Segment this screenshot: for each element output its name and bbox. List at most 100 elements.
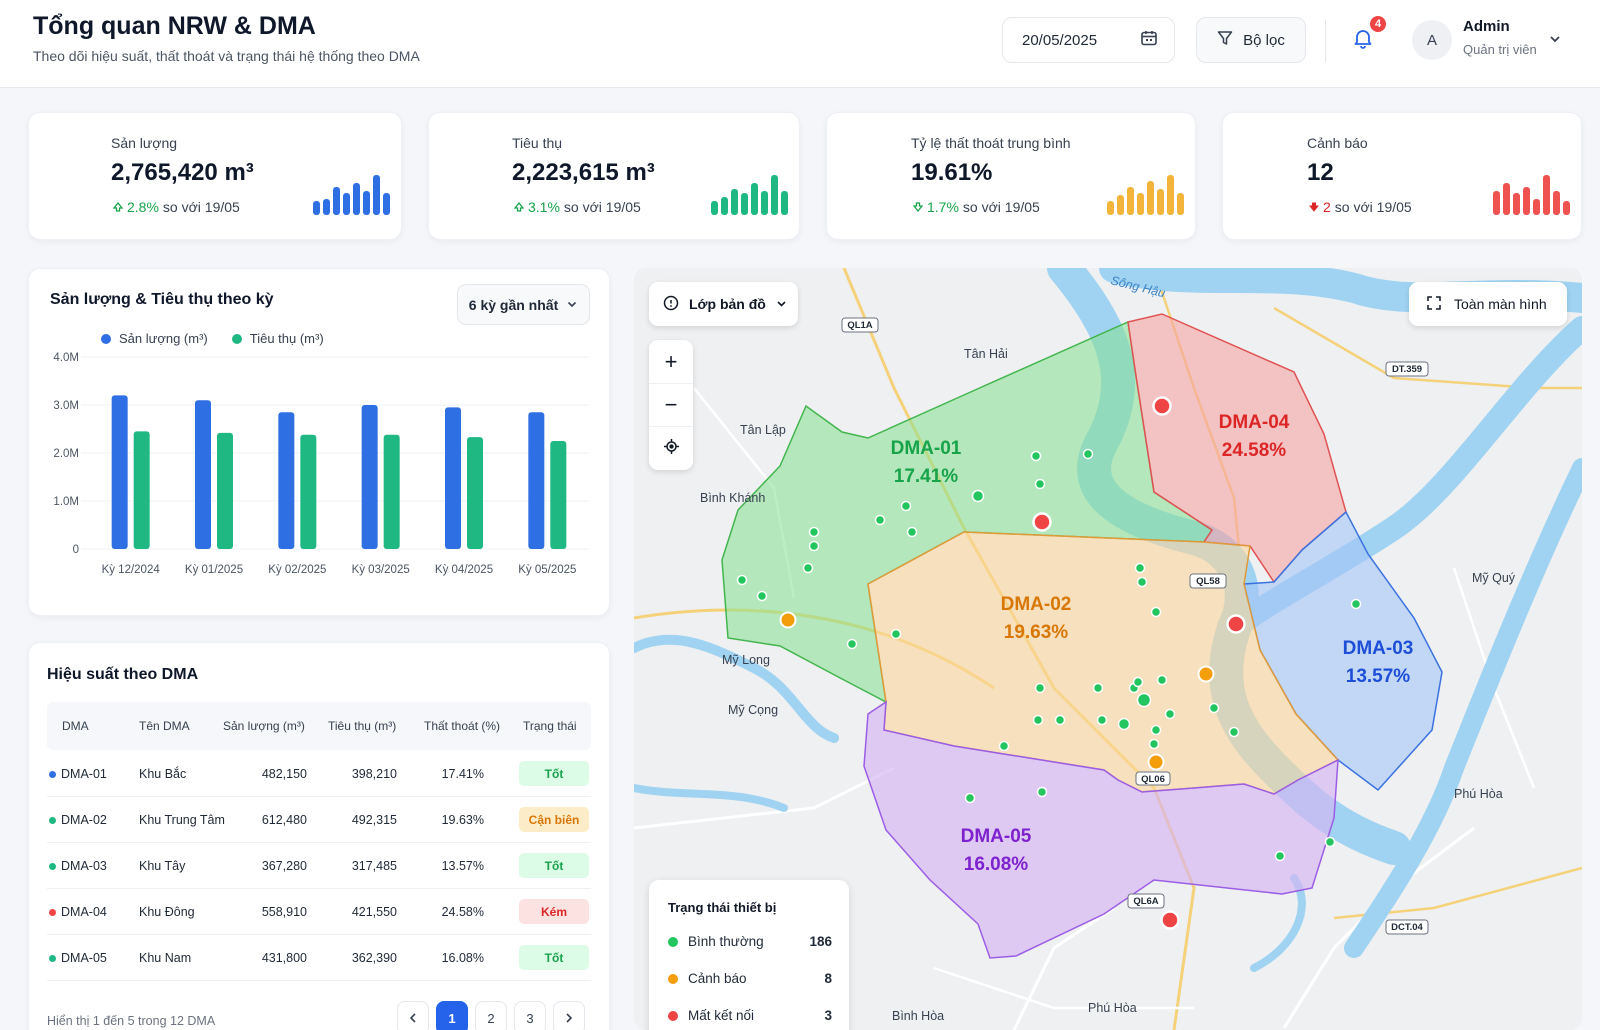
- device-marker[interactable]: [1030, 450, 1042, 462]
- notifications-button[interactable]: [1340, 17, 1386, 63]
- cell-loss: 17.41%: [441, 767, 484, 781]
- chevron-down-icon[interactable]: [1548, 32, 1562, 51]
- device-marker[interactable]: [1148, 738, 1160, 750]
- avatar[interactable]: A: [1412, 20, 1452, 60]
- column-header-consumption[interactable]: Tiêu thụ (m³): [328, 719, 397, 733]
- device-marker[interactable]: [874, 514, 886, 526]
- map-layers-button[interactable]: Lớp bản đồ: [649, 282, 798, 326]
- device-marker[interactable]: [1164, 708, 1176, 720]
- sparkbar: [373, 175, 380, 215]
- kpi-card-alerts: Cảnh báo 12 2 so với 19/05: [1222, 112, 1582, 240]
- page-button-1[interactable]: 1: [436, 1001, 468, 1030]
- kpi-card-production: Sản lượng 2,765,420 m³ 2.8% so với 19/05: [28, 112, 402, 240]
- x-tick-label: Kỳ 04/2025: [435, 564, 493, 576]
- device-marker[interactable]: [964, 792, 976, 804]
- device-marker[interactable]: [1092, 682, 1104, 694]
- device-marker[interactable]: [808, 526, 820, 538]
- device-marker[interactable]: [736, 574, 748, 586]
- status-badge: Tốt: [519, 853, 589, 878]
- device-marker[interactable]: [1036, 786, 1048, 798]
- device-marker[interactable]: [1160, 910, 1180, 930]
- zoom-in-button[interactable]: +: [649, 340, 693, 383]
- chevron-down-icon: [566, 297, 578, 313]
- table-row[interactable]: DMA-01 Khu Bắc 482,150 398,210 17.41% Tố…: [47, 751, 591, 797]
- dma-zone-05[interactable]: [863, 700, 1339, 959]
- device-marker[interactable]: [1274, 850, 1286, 862]
- zoom-out-button[interactable]: −: [649, 383, 693, 426]
- period-select[interactable]: 6 kỳ gần nhất: [457, 284, 590, 325]
- device-marker[interactable]: [808, 540, 820, 552]
- device-marker[interactable]: [1034, 682, 1046, 694]
- column-header-production[interactable]: Sản lượng (m³): [223, 719, 305, 733]
- device-marker[interactable]: [802, 562, 814, 574]
- column-header-loss[interactable]: Thất thoát (%): [424, 719, 501, 733]
- device-marker[interactable]: [1152, 396, 1172, 416]
- page-button-3[interactable]: 3: [514, 1001, 546, 1030]
- page-button-2[interactable]: 2: [475, 1001, 507, 1030]
- cell-consumption: 398,210: [351, 767, 397, 781]
- device-marker[interactable]: [1228, 726, 1240, 738]
- device-marker[interactable]: [1150, 606, 1162, 618]
- device-marker[interactable]: [1197, 665, 1215, 683]
- locate-button[interactable]: [649, 426, 693, 469]
- filter-button[interactable]: Bộ lọc: [1196, 17, 1306, 63]
- legend-item-production[interactable]: Sản lượng (m³): [101, 331, 208, 346]
- device-marker[interactable]: [890, 628, 902, 640]
- x-tick-label: Kỳ 02/2025: [268, 564, 326, 576]
- device-status-panel: Trạng thái thiết bị Bình thường 186 Cảnh…: [649, 880, 849, 1030]
- table-row[interactable]: DMA-02 Khu Trung Tâm 612,480 492,315 19.…: [47, 797, 591, 843]
- date-picker[interactable]: 20/05/2025: [1002, 17, 1175, 63]
- dma-map[interactable]: DMA-01 17.41% DMA-02 19.63% DMA-03 13.57…: [634, 268, 1582, 1030]
- device-marker[interactable]: [1147, 753, 1165, 771]
- cell-name: Khu Nam: [139, 951, 192, 965]
- device-marker[interactable]: [1208, 702, 1220, 714]
- table-row[interactable]: DMA-03 Khu Tây 367,280 317,485 13.57% Tố…: [47, 843, 591, 889]
- sparkbar: [1127, 187, 1134, 215]
- device-marker[interactable]: [1054, 714, 1066, 726]
- device-marker[interactable]: [1226, 614, 1246, 634]
- prev-page-button[interactable]: [397, 1001, 429, 1030]
- device-marker[interactable]: [1136, 576, 1148, 588]
- legend-dot: [101, 334, 111, 344]
- column-header-dma[interactable]: DMA: [62, 719, 89, 733]
- legend-item-consumption[interactable]: Tiêu thụ (m³): [231, 331, 324, 346]
- header-divider: [1325, 20, 1326, 62]
- device-marker[interactable]: [900, 500, 912, 512]
- column-header-name[interactable]: Tên DMA: [139, 719, 190, 733]
- device-marker[interactable]: [846, 638, 858, 650]
- device-marker[interactable]: [1150, 724, 1162, 736]
- next-page-button[interactable]: [553, 1001, 585, 1030]
- kpi-delta: 3.1% so với 19/05: [513, 199, 641, 215]
- device-marker[interactable]: [779, 611, 797, 629]
- column-header-status[interactable]: Trạng thái: [523, 719, 577, 733]
- device-marker[interactable]: [1324, 836, 1336, 848]
- device-marker[interactable]: [1134, 562, 1146, 574]
- device-marker[interactable]: [971, 489, 985, 503]
- cell-dma: DMA-05: [61, 951, 107, 965]
- fullscreen-label: Toàn màn hình: [1454, 296, 1547, 312]
- device-marker[interactable]: [1156, 674, 1168, 686]
- device-marker[interactable]: [1034, 478, 1046, 490]
- place-label: Mỹ Quý: [1472, 571, 1516, 585]
- device-marker[interactable]: [756, 590, 768, 602]
- notification-badge: 4: [1368, 14, 1388, 34]
- map-layers-label: Lớp bản đồ: [689, 296, 766, 312]
- device-marker[interactable]: [906, 526, 918, 538]
- table-row[interactable]: DMA-05 Khu Nam 431,800 362,390 16.08% Tố…: [47, 935, 591, 981]
- place-label: Bình Khánh: [700, 491, 765, 505]
- fullscreen-button[interactable]: Toàn màn hình: [1409, 282, 1567, 326]
- kpi-delta-suffix: so với 19/05: [563, 199, 641, 215]
- device-marker[interactable]: [1096, 714, 1108, 726]
- zone-pct-05: 16.08%: [964, 854, 1029, 875]
- device-marker[interactable]: [1082, 448, 1094, 460]
- device-marker[interactable]: [1136, 692, 1152, 708]
- device-marker[interactable]: [1132, 676, 1144, 688]
- device-marker[interactable]: [998, 740, 1010, 752]
- user-name[interactable]: Admin: [1463, 18, 1510, 35]
- device-marker[interactable]: [1117, 717, 1131, 731]
- device-marker[interactable]: [1032, 714, 1044, 726]
- device-marker[interactable]: [1032, 512, 1052, 532]
- device-marker[interactable]: [1350, 598, 1362, 610]
- device-status-count: 3: [824, 1008, 832, 1023]
- table-row[interactable]: DMA-04 Khu Đông 558,910 421,550 24.58% K…: [47, 889, 591, 935]
